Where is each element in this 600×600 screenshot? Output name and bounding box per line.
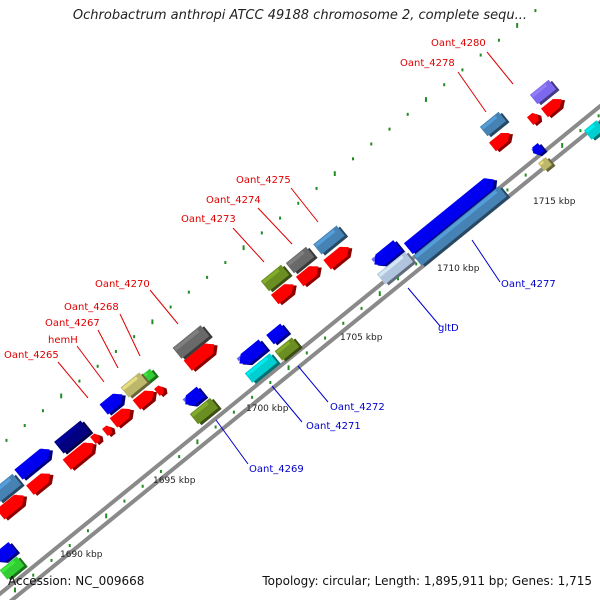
gene-feature-blue-right[interactable] bbox=[530, 142, 548, 160]
gene-labels-top: Oant_4280 Oant_4278 Oant_4275 Oant_4274 … bbox=[4, 38, 486, 361]
gene-feature-lime-bottom[interactable] bbox=[0, 555, 28, 582]
scale-label: 1715 kbp bbox=[533, 197, 576, 207]
gene-label-oant-4265[interactable]: Oant_4265 bbox=[4, 350, 59, 361]
gene-feature-oant-4275b[interactable] bbox=[323, 241, 356, 272]
label-leader-line bbox=[149, 289, 179, 325]
gene-feature-oant-4271[interactable] bbox=[235, 338, 271, 371]
gene-feature-small-red[interactable] bbox=[526, 110, 545, 128]
label-leader-line bbox=[97, 329, 119, 369]
gene-feature-oant-4277b[interactable] bbox=[413, 185, 511, 268]
label-leader-line bbox=[76, 345, 105, 383]
gene-features bbox=[0, 79, 600, 582]
gene-feature-blue-bottom[interactable] bbox=[0, 541, 21, 569]
scale-labels: 1690 kbp 1695 kbp 1700 kbp 1705 kbp 1710… bbox=[60, 197, 576, 560]
gene-feature-blue-left[interactable] bbox=[14, 443, 57, 482]
gene-label-oant-4271[interactable]: Oant_4271 bbox=[306, 421, 361, 432]
label-leader-line bbox=[290, 187, 319, 223]
label-leader-line bbox=[407, 287, 441, 327]
gene-feature-oant-4280[interactable] bbox=[529, 79, 560, 107]
scale-label: 1710 kbp bbox=[437, 264, 480, 274]
gene-label-oant-4280[interactable]: Oant_4280 bbox=[431, 38, 486, 49]
gene-label-oant-4269[interactable]: Oant_4269 bbox=[249, 464, 304, 475]
label-leader-line bbox=[232, 227, 265, 263]
gene-feature-gltd[interactable] bbox=[370, 239, 406, 272]
gene-feature-oant-4267b[interactable] bbox=[132, 385, 161, 412]
gene-feature-oant-4275[interactable] bbox=[313, 224, 349, 257]
gene-feature-red-lone[interactable] bbox=[102, 423, 117, 439]
gene-label-gltd[interactable]: gltD bbox=[438, 323, 459, 334]
gene-label-oant-4268[interactable]: Oant_4268 bbox=[64, 302, 119, 313]
label-leader-line bbox=[119, 313, 141, 357]
backbone-strand-lower bbox=[8, 119, 600, 600]
gene-feature-hemh-small[interactable] bbox=[154, 383, 169, 399]
gene-feature-oant-4278[interactable] bbox=[479, 111, 510, 139]
gene-label-oant-4273[interactable]: Oant_4273 bbox=[181, 214, 236, 225]
gene-feature-oant-4265b[interactable] bbox=[62, 437, 101, 472]
gene-feature-oant-4273b[interactable] bbox=[270, 279, 301, 307]
gene-feature-oant-4277[interactable] bbox=[403, 173, 502, 257]
label-leader-line bbox=[271, 385, 303, 423]
gene-feature-oant-4265[interactable] bbox=[54, 419, 94, 456]
gene-feature-oant-4278b[interactable] bbox=[488, 128, 516, 154]
accession-text: Accession: NC_009668 bbox=[8, 574, 145, 588]
gene-label-oant-4275[interactable]: Oant_4275 bbox=[236, 175, 291, 186]
gene-label-oant-4274[interactable]: Oant_4274 bbox=[206, 195, 261, 206]
gene-label-hemh[interactable]: hemH bbox=[48, 335, 78, 346]
scale-label: 1695 kbp bbox=[153, 476, 196, 486]
gene-feature-oant-4270[interactable] bbox=[172, 324, 213, 361]
label-leaders bbox=[57, 51, 514, 465]
gene-label-oant-4270[interactable]: Oant_4270 bbox=[95, 279, 150, 290]
gene-feature-oant-4272b[interactable] bbox=[274, 336, 303, 363]
gene-label-oant-4272[interactable]: Oant_4272 bbox=[330, 402, 385, 413]
gene-label-oant-4278[interactable]: Oant_4278 bbox=[400, 58, 455, 69]
gene-feature-hemh-b[interactable] bbox=[109, 403, 138, 430]
gene-feature-oant-4271b[interactable] bbox=[244, 352, 281, 385]
scale-label: 1690 kbp bbox=[60, 550, 103, 560]
gene-label-oant-4267[interactable]: Oant_4267 bbox=[45, 318, 100, 329]
label-leader-line bbox=[257, 207, 293, 245]
gene-feature-red-left[interactable] bbox=[26, 468, 57, 497]
gene-feature-oant-4267[interactable] bbox=[120, 371, 151, 400]
gene-feature-red-small[interactable] bbox=[90, 431, 105, 447]
gene-label-oant-4277[interactable]: Oant_4277 bbox=[501, 279, 556, 290]
label-leader-line bbox=[457, 71, 487, 113]
gene-feature-cyan-right[interactable] bbox=[584, 119, 600, 142]
gene-feature-steel-left[interactable] bbox=[0, 472, 25, 504]
gene-feature-oant-4270b[interactable] bbox=[183, 338, 222, 373]
gene-feature-red-left2[interactable] bbox=[0, 489, 31, 522]
gene-labels-bottom: Oant_4277 gltD Oant_4272 Oant_4271 Oant_… bbox=[249, 279, 556, 475]
gene-feature-oant-4274b[interactable] bbox=[295, 261, 326, 289]
gene-feature-oant-4272[interactable] bbox=[266, 322, 292, 346]
gene-feature-oant-4280b[interactable] bbox=[540, 94, 568, 120]
scale-label: 1700 kbp bbox=[246, 404, 289, 414]
scale-label: 1705 kbp bbox=[340, 333, 383, 343]
label-leader-line bbox=[297, 365, 329, 403]
gene-feature-hemh[interactable] bbox=[99, 388, 130, 417]
gene-feature-oant-4274[interactable] bbox=[285, 245, 318, 275]
gene-feature-oant-4269[interactable] bbox=[181, 385, 209, 411]
map-title: Ochrobactrum anthropi ATCC 49188 chromos… bbox=[72, 8, 528, 23]
label-leader-line bbox=[471, 239, 501, 283]
label-leader-line bbox=[57, 361, 89, 399]
gene-feature-oant-4269b[interactable] bbox=[189, 396, 222, 426]
topology-summary-text: Topology: circular; Length: 1,895,911 bp… bbox=[262, 574, 592, 588]
gene-feature-gltd-b[interactable] bbox=[376, 250, 417, 286]
label-leader-line bbox=[215, 419, 249, 465]
label-leader-line bbox=[486, 51, 514, 85]
gene-feature-oant-4273[interactable] bbox=[260, 263, 293, 293]
gene-feature-khaki-right[interactable] bbox=[537, 156, 556, 174]
